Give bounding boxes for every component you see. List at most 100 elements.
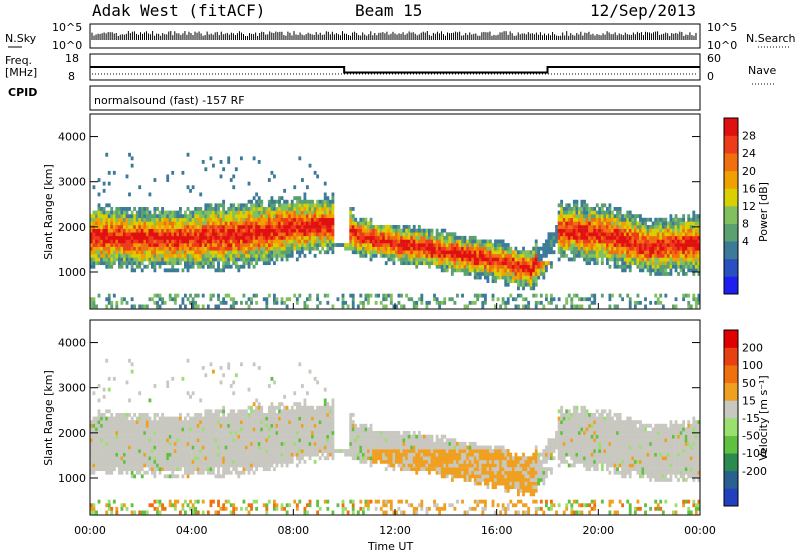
power-cell [92, 217, 96, 222]
power-cell [120, 232, 124, 237]
velocity-cell [90, 441, 93, 446]
velocity-cell [166, 456, 170, 461]
power-cell [514, 272, 518, 276]
power-cell [697, 232, 701, 237]
nsky-tick-bottom: 10^0 [52, 39, 82, 52]
velocity-cell [143, 413, 147, 417]
power-cell [247, 181, 251, 186]
velocity-cell [118, 427, 121, 432]
power-cell [206, 257, 210, 262]
velocity-cell [158, 416, 162, 421]
power-cell [389, 246, 393, 251]
power-cell [669, 246, 673, 251]
power-cell [115, 225, 119, 229]
velocity-cell [173, 503, 177, 508]
power-cell [682, 253, 686, 258]
power-cell [412, 250, 416, 255]
velocity-cell [191, 445, 195, 450]
velocity-cell [95, 449, 98, 453]
power-cell [435, 300, 439, 305]
velocity-cell [222, 470, 226, 475]
power-cell [382, 225, 386, 229]
power-cell [529, 286, 533, 291]
power-cell [273, 225, 276, 229]
power-cell [196, 225, 200, 229]
velocity-cell [184, 467, 187, 472]
power-cell [362, 228, 365, 233]
power-cell [570, 243, 574, 247]
power-cell [687, 246, 691, 251]
power-cell [410, 250, 414, 255]
velocity-cell [186, 420, 190, 425]
velocity-cell [123, 452, 126, 457]
power-cell [580, 250, 584, 255]
power-cell [611, 250, 614, 255]
power-cell [590, 257, 594, 262]
power-cell [359, 253, 363, 258]
velocity-cell [189, 456, 192, 461]
power-cell [242, 253, 246, 258]
power-cell [682, 214, 686, 219]
power-cell [204, 243, 208, 247]
power-cell [481, 239, 485, 244]
power-cell [90, 297, 93, 302]
power-cell [245, 246, 248, 251]
power-cell [112, 221, 116, 226]
power-cell [611, 221, 614, 226]
power-cell [468, 235, 472, 240]
power-cell [517, 261, 520, 266]
velocity-cell [209, 456, 213, 461]
power-cell [694, 235, 698, 240]
power-cell [316, 174, 320, 179]
power-cell [405, 225, 409, 229]
power-cell [171, 225, 175, 229]
power-cell [514, 279, 518, 284]
power-cell [107, 221, 111, 226]
power-cell [112, 239, 116, 244]
power-cell [166, 210, 170, 215]
power-cell [237, 207, 241, 211]
power-cell [214, 210, 218, 215]
power-cell [168, 228, 172, 233]
power-cell [405, 253, 409, 258]
power-cell [158, 297, 162, 302]
power-cell [570, 225, 574, 229]
power-cell [204, 228, 208, 233]
power-cell [306, 225, 309, 229]
power-cell [308, 246, 312, 251]
power-cell [295, 297, 299, 302]
power-cell [107, 300, 111, 305]
power-cell [511, 257, 515, 262]
power-cell [140, 228, 144, 233]
velocity-cell [120, 423, 124, 428]
velocity-cell [204, 441, 208, 446]
velocity-cell [209, 470, 213, 475]
freq-unit: [MHz] [5, 66, 37, 79]
power-cell [301, 217, 304, 222]
power-cell [349, 235, 353, 240]
power-cell [118, 235, 121, 240]
velocity-cell [138, 510, 142, 515]
power-cell [118, 232, 121, 237]
power-cell [349, 217, 353, 222]
power-cell [173, 268, 177, 273]
power-cell [496, 272, 500, 276]
power-cell [600, 253, 604, 258]
power-cell [580, 297, 584, 302]
power-cell [489, 243, 492, 247]
power-cell [212, 253, 215, 258]
velocity-cell [138, 456, 142, 461]
power-cell [222, 225, 226, 229]
power-cell [694, 217, 698, 222]
power-cell [412, 304, 416, 309]
power-cell [206, 203, 210, 208]
velocity-cell [204, 413, 208, 417]
power-cell [608, 207, 612, 211]
velocity-cell [189, 438, 192, 443]
power-cell [567, 228, 571, 233]
power-cell [428, 235, 431, 240]
power-cell [682, 257, 686, 262]
power-cell [323, 243, 327, 247]
velocity-cell [112, 463, 116, 468]
velocity-cell [184, 441, 187, 446]
